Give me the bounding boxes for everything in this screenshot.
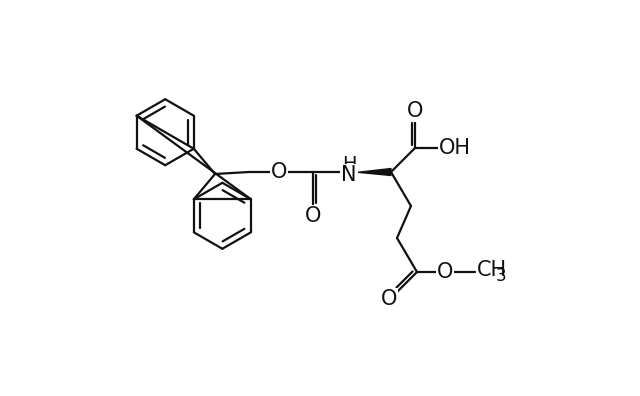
Text: O: O	[437, 262, 453, 282]
Text: O: O	[271, 162, 287, 182]
Text: N: N	[341, 165, 356, 185]
Text: CH: CH	[477, 260, 507, 280]
Polygon shape	[358, 169, 391, 175]
Text: OH: OH	[439, 138, 471, 158]
Text: 3: 3	[496, 267, 507, 285]
Text: O: O	[381, 289, 397, 309]
Text: O: O	[305, 206, 321, 226]
Text: H: H	[342, 154, 356, 173]
Text: O: O	[407, 101, 423, 121]
